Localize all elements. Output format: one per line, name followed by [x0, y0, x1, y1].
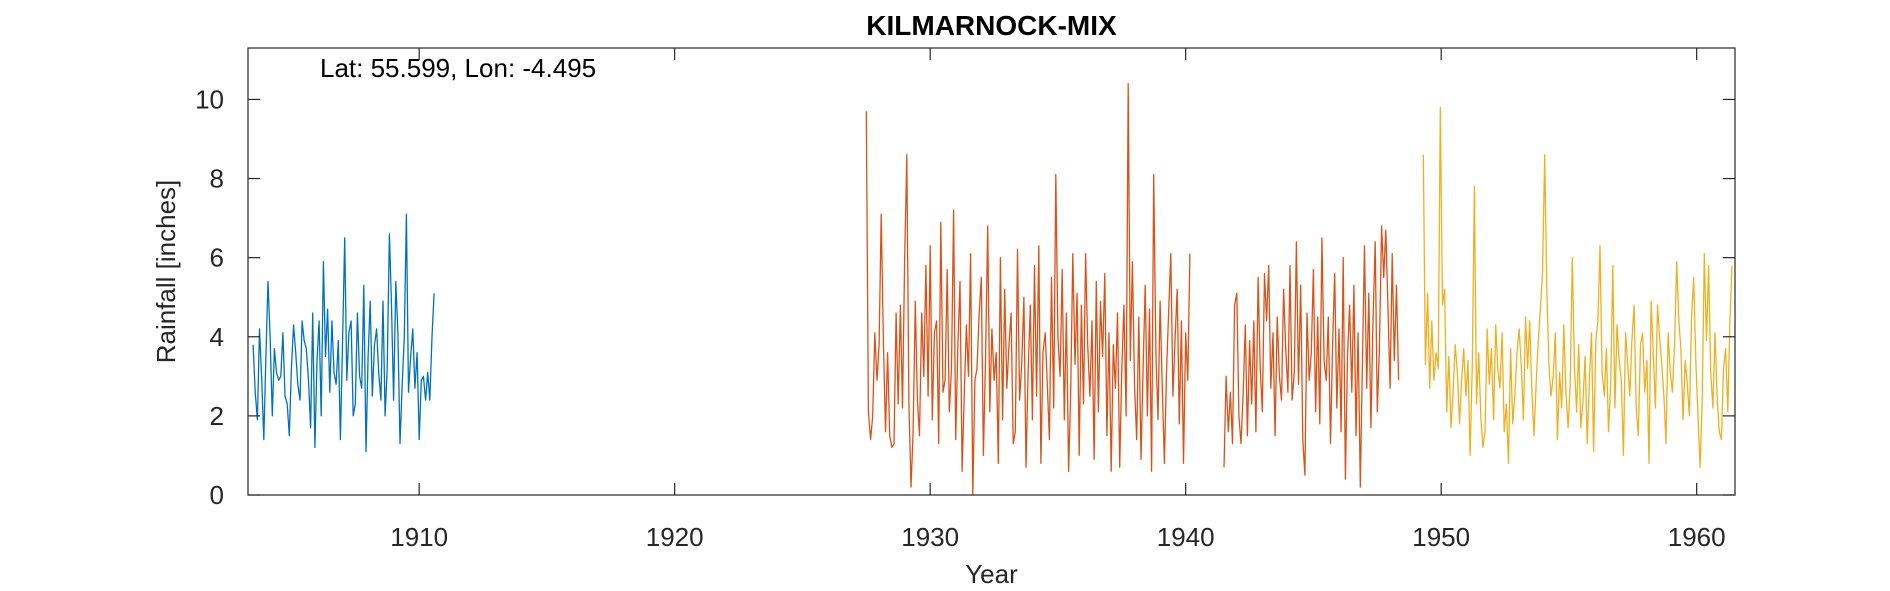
y-tick-label: 8 — [210, 164, 224, 194]
x-axis-label: Year — [965, 559, 1018, 589]
series-layer — [252, 82, 1733, 496]
x-tick-label: 1940 — [1157, 522, 1215, 552]
y-tick-label: 4 — [210, 322, 224, 352]
x-tick-label: 1960 — [1668, 522, 1726, 552]
series-line-3 — [1223, 225, 1400, 488]
axis-ticks: 1910 1920 1930 1940 1950 1960 0 2 4 6 8 10 — [195, 48, 1735, 552]
y-tick-label: 10 — [195, 84, 224, 114]
x-tick-label: 1930 — [901, 522, 959, 552]
series-line-2 — [865, 82, 1191, 496]
location-annotation: Lat: 55.599, Lon: -4.495 — [320, 53, 596, 83]
y-tick-label: 0 — [210, 480, 224, 510]
chart-title: KILMARNOCK-MIX — [866, 10, 1117, 41]
y-tick-label: 6 — [210, 243, 224, 273]
series-line-1 — [252, 213, 435, 453]
series-line-4 — [1422, 106, 1733, 468]
y-tick-label: 2 — [210, 401, 224, 431]
x-tick-label: 1950 — [1412, 522, 1470, 552]
plot-area-frame — [247, 47, 1736, 496]
x-tick-label: 1910 — [390, 522, 448, 552]
y-axis-label: Rainfall [inches] — [151, 180, 181, 364]
x-tick-label: 1920 — [646, 522, 704, 552]
